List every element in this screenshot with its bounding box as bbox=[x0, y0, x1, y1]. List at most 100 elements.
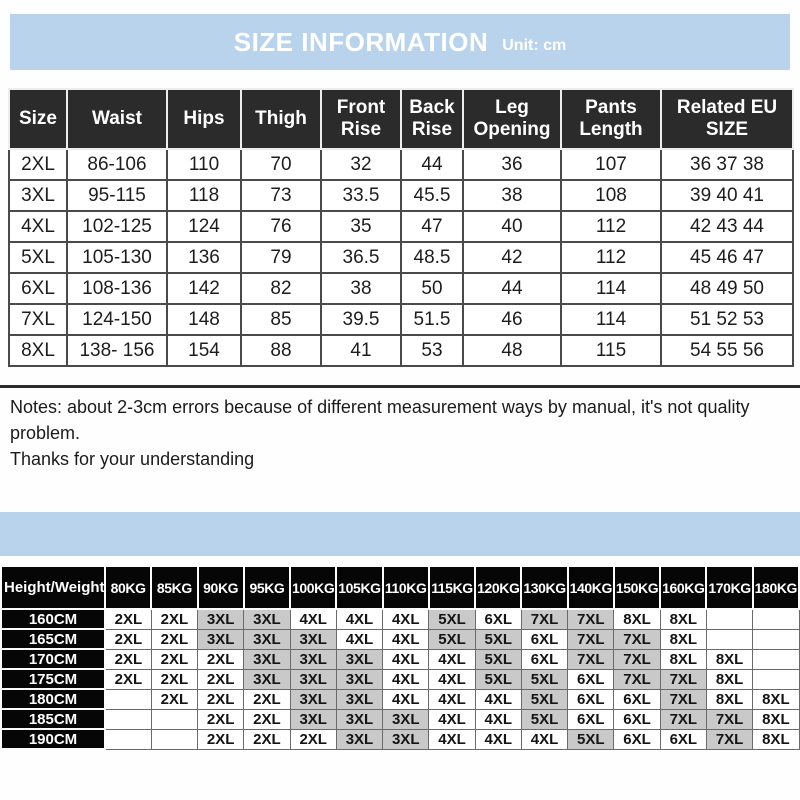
recommended-size-cell: 2XL bbox=[243, 708, 291, 730]
recommended-size-cell: 7XL bbox=[567, 628, 615, 650]
column-header: Leg Opening bbox=[462, 88, 562, 150]
notes-line: problem. bbox=[10, 423, 81, 443]
recommended-size-cell: 4XL bbox=[335, 608, 384, 630]
recommended-size-cell: 7XL bbox=[613, 628, 661, 650]
recommended-size-cell: 2XL bbox=[104, 648, 152, 670]
recommended-size-cell bbox=[752, 648, 800, 670]
weight-column-header: 100KG bbox=[289, 565, 338, 610]
corner-header: Height/Weight bbox=[0, 565, 106, 610]
weight-column-header: 85KG bbox=[150, 565, 199, 610]
weight-column-header: 120KG bbox=[474, 565, 523, 610]
recommended-size-cell: 5XL bbox=[520, 708, 569, 730]
measurement-cell: 124-150 bbox=[66, 303, 168, 336]
notes-line: Notes: about 2-3cm errors because of dif… bbox=[10, 397, 750, 417]
weight-column-header: 180KG bbox=[751, 565, 800, 610]
recommended-size-cell: 3XL bbox=[243, 668, 291, 690]
weight-column-header: 170KG bbox=[705, 565, 754, 610]
measurement-cell: 86-106 bbox=[66, 148, 168, 181]
recommended-size-cell: 8XL bbox=[752, 708, 800, 730]
recommended-size-cell: 7XL bbox=[705, 708, 754, 730]
recommended-size-cell: 6XL bbox=[567, 668, 615, 690]
weight-column-header: 110KG bbox=[381, 565, 430, 610]
height-row-header: 190CM bbox=[0, 728, 106, 750]
recommended-size-cell: 4XL bbox=[289, 608, 337, 630]
recommended-size-cell: 8XL bbox=[659, 648, 707, 670]
measurement-cell: 112 bbox=[560, 210, 662, 243]
recommended-size-cell: 4XL bbox=[474, 708, 522, 730]
measurement-cell: 112 bbox=[560, 241, 662, 274]
measurement-cell: 102-125 bbox=[66, 210, 168, 243]
recommended-size-cell: 4XL bbox=[382, 668, 430, 690]
recommended-size-cell bbox=[752, 668, 800, 690]
size-label-cell: 4XL bbox=[8, 210, 68, 243]
recommended-size-cell: 3XL bbox=[243, 648, 291, 670]
weight-column-header: 130KG bbox=[520, 565, 569, 610]
height-row-header: 185CM bbox=[0, 708, 106, 730]
measurement-cell: 154 bbox=[166, 334, 242, 367]
measurement-cell: 53 bbox=[400, 334, 464, 367]
size-measurement-table: Size Waist Hips Thigh Front Rise Back Rise Leg… bbox=[8, 88, 794, 367]
weight-column-header: 115KG bbox=[427, 565, 477, 610]
height-weight-row: 165CM 2XL 2XL 3XL 3XL 3XL 4XL 4XL 5XL 5XL 6XL 7XL 7X… bbox=[0, 628, 800, 650]
weight-column-header: 80KG bbox=[103, 565, 153, 610]
size-table-row: 7XL 124-150 148 85 39.5 51.5 46 114 51 52 53 bbox=[8, 303, 794, 336]
recommended-size-cell: 5XL bbox=[567, 728, 615, 750]
recommended-size-cell: 6XL bbox=[520, 628, 569, 650]
recommended-size-cell: 3XL bbox=[335, 688, 384, 710]
column-header: Back Rise bbox=[400, 88, 464, 150]
measurement-cell: 118 bbox=[166, 179, 242, 212]
measurement-cell: 39.5 bbox=[320, 303, 402, 336]
recommended-size-cell: 3XL bbox=[382, 708, 430, 730]
size-table-row: 4XL 102-125 124 76 35 47 40 112 42 43 44 bbox=[8, 210, 794, 243]
recommended-size-cell: 2XL bbox=[104, 628, 152, 650]
recommended-size-cell: 4XL bbox=[428, 668, 476, 690]
measurement-cell: 45 46 47 bbox=[660, 241, 794, 274]
measurement-cell: 48.5 bbox=[400, 241, 464, 274]
horizontal-divider bbox=[0, 385, 800, 388]
recommended-size-cell: 6XL bbox=[474, 608, 522, 630]
recommended-size-cell: 2XL bbox=[104, 668, 152, 690]
banner-title: SIZE INFORMATION bbox=[233, 26, 489, 57]
measurement-cell: 40 bbox=[462, 210, 562, 243]
height-weight-row: 160CM 2XL 2XL 3XL 3XL 4XL 4XL 4XL 5XL 6XL 7XL 7XL 8X… bbox=[0, 608, 800, 630]
recommended-size-cell: 3XL bbox=[197, 608, 245, 630]
height-weight-row: 190CM 2XL 2XL 2XL 3XL 3XL 4XL 4XL 4XL 5XL 6XL 6XL 7X… bbox=[0, 728, 800, 750]
height-weight-header-row: Height/Weight 80KG 85KG 90KG 95KG 100KG 105KG 1… bbox=[0, 565, 800, 610]
weight-column-header: 90KG bbox=[196, 565, 245, 610]
recommended-size-cell: 3XL bbox=[197, 628, 245, 650]
measurement-cell: 70 bbox=[240, 148, 322, 181]
recommended-size-cell: 6XL bbox=[520, 648, 569, 670]
measurement-cell: 36 bbox=[462, 148, 562, 181]
size-information-banner: SIZE INFORMATION Unit: cm bbox=[10, 14, 790, 70]
measurement-cell: 108-136 bbox=[66, 272, 168, 305]
recommended-size-cell: 3XL bbox=[335, 728, 384, 750]
recommended-size-cell: 5XL bbox=[428, 608, 476, 630]
weight-column-header: 160KG bbox=[659, 565, 708, 610]
measurement-cell: 114 bbox=[560, 272, 662, 305]
measurement-cell: 79 bbox=[240, 241, 322, 274]
recommended-size-cell: 7XL bbox=[705, 728, 754, 750]
measurement-cell: 35 bbox=[320, 210, 402, 243]
recommended-size-cell: 4XL bbox=[382, 688, 430, 710]
recommended-size-cell bbox=[150, 708, 199, 730]
recommended-size-cell: 3XL bbox=[335, 708, 384, 730]
recommended-size-cell: 2XL bbox=[197, 728, 245, 750]
recommended-size-cell: 3XL bbox=[335, 668, 384, 690]
measurement-cell: 44 bbox=[400, 148, 464, 181]
column-header: Related EU SIZE bbox=[660, 88, 794, 150]
measurement-cell: 39 40 41 bbox=[660, 179, 794, 212]
recommended-size-cell: 4XL bbox=[335, 628, 384, 650]
measurement-cell: 51 52 53 bbox=[660, 303, 794, 336]
recommended-size-cell: 6XL bbox=[613, 688, 661, 710]
recommended-size-cell: 6XL bbox=[567, 688, 615, 710]
recommended-size-cell: 2XL bbox=[150, 628, 199, 650]
recommended-size-cell: 4XL bbox=[382, 608, 430, 630]
measurement-cell: 54 55 56 bbox=[660, 334, 794, 367]
weight-column-header: 105KG bbox=[335, 565, 384, 610]
recommended-size-cell: 4XL bbox=[428, 708, 476, 730]
measurement-cell: 36 37 38 bbox=[660, 148, 794, 181]
recommended-size-cell: 5XL bbox=[428, 628, 476, 650]
measurement-cell: 32 bbox=[320, 148, 402, 181]
size-table-row: 3XL 95-115 118 73 33.5 45.5 38 108 39 40 41 bbox=[8, 179, 794, 212]
measurement-cell: 142 bbox=[166, 272, 242, 305]
